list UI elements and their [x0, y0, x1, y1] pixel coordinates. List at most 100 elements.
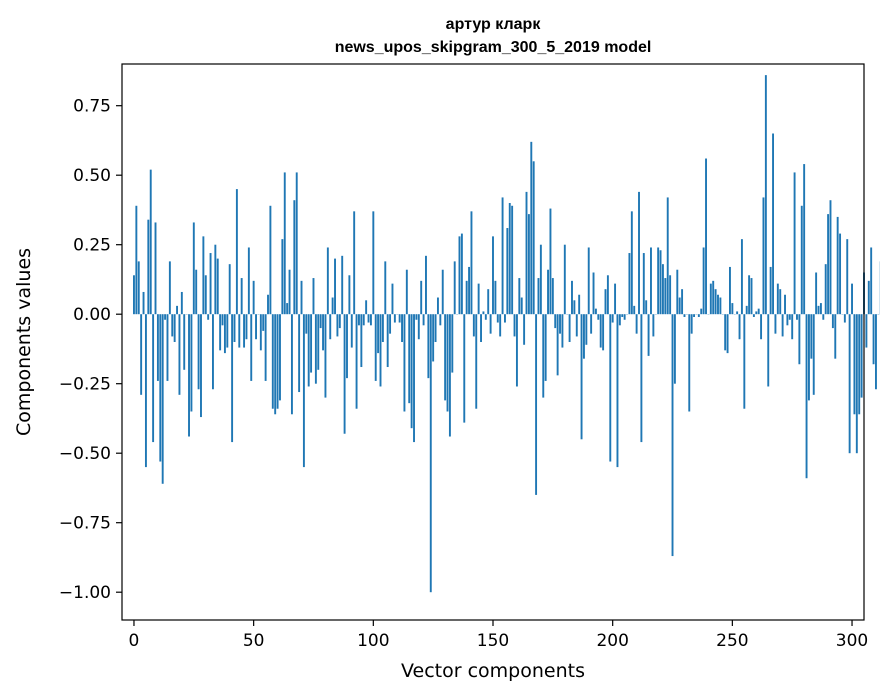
- bar-302: [855, 314, 858, 454]
- bar-280: [803, 164, 806, 315]
- bar-203: [618, 314, 621, 326]
- bar-191: [590, 314, 593, 334]
- bar-136: [458, 236, 461, 315]
- bar-249: [729, 266, 731, 315]
- bar-85: [336, 314, 339, 337]
- bar-112: [401, 314, 403, 342]
- bar-104: [381, 314, 384, 342]
- bar-303: [858, 314, 861, 415]
- x-tick-label-0: 0: [129, 631, 140, 651]
- bar-99: [369, 314, 372, 326]
- bar-41: [231, 314, 234, 443]
- bar-150: [492, 236, 494, 315]
- bar-33: [212, 314, 214, 390]
- bar-168: [535, 314, 538, 495]
- bar-177: [556, 314, 559, 376]
- bar-93: [355, 314, 358, 409]
- bar-230: [683, 314, 686, 317]
- bar-101: [374, 314, 377, 381]
- bar-5: [144, 314, 147, 468]
- bar-40: [228, 264, 231, 315]
- bar-145: [480, 314, 482, 342]
- bar-153: [499, 314, 502, 337]
- bar-252: [736, 311, 739, 315]
- bar-281: [805, 314, 808, 479]
- bar-167: [532, 161, 535, 315]
- bar-152: [496, 314, 499, 323]
- bar-250: [731, 303, 734, 315]
- bar-276: [793, 172, 796, 315]
- bar-100: [372, 211, 375, 315]
- bar-111: [398, 314, 401, 323]
- bar-121: [422, 314, 425, 326]
- bar-285: [815, 272, 818, 315]
- bar-210: [635, 314, 638, 334]
- bar-102: [377, 314, 380, 354]
- bar-79: [322, 314, 325, 351]
- bar-287: [819, 303, 822, 315]
- bar-76: [314, 314, 317, 384]
- bar-282: [807, 314, 810, 401]
- bar-253: [738, 314, 741, 340]
- bar-211: [638, 191, 640, 315]
- bar-219: [657, 247, 660, 315]
- bar-77: [317, 314, 320, 370]
- bar-55: [264, 314, 267, 381]
- bar-115: [408, 314, 411, 404]
- bar-190: [587, 247, 590, 315]
- bar-47: [245, 314, 248, 340]
- bar-71: [302, 314, 305, 468]
- bar-35: [216, 258, 219, 315]
- bar-139: [465, 280, 468, 315]
- bar-196: [602, 314, 605, 351]
- bar-149: [489, 314, 492, 334]
- bar-120: [420, 280, 423, 315]
- bar-165: [527, 214, 530, 315]
- bar-194: [597, 314, 600, 320]
- bar-113: [403, 314, 406, 412]
- bar-122: [425, 255, 427, 315]
- bar-237: [700, 308, 703, 315]
- bar-23: [188, 314, 190, 437]
- bar-114: [405, 269, 408, 315]
- bar-117: [413, 314, 415, 443]
- bar-171: [542, 314, 545, 398]
- bar-70: [300, 280, 303, 315]
- bar-26: [195, 269, 198, 315]
- bar-19: [178, 314, 181, 395]
- y-tick-label-7: −1.00: [59, 583, 111, 603]
- bar-107: [389, 314, 392, 334]
- bar-273: [786, 314, 789, 326]
- bar-61: [279, 314, 281, 401]
- bar-179: [561, 314, 564, 348]
- bar-169: [537, 278, 540, 315]
- bar-257: [748, 275, 751, 315]
- bar-0: [133, 275, 135, 315]
- bar-225: [671, 314, 674, 557]
- bar-275: [791, 314, 794, 340]
- bar-214: [645, 300, 648, 315]
- bar-224: [669, 275, 672, 315]
- bar-236: [697, 314, 700, 317]
- bar-265: [767, 314, 770, 387]
- bar-182: [568, 314, 571, 342]
- bar-39: [226, 314, 229, 348]
- bar-144: [477, 283, 480, 315]
- bar-20: [180, 291, 183, 315]
- y-tick-label-1: 0.50: [73, 166, 111, 186]
- bar-160: [515, 314, 518, 387]
- bar-271: [781, 314, 784, 337]
- bar-298: [846, 239, 849, 315]
- bar-95: [360, 314, 363, 368]
- bar-94: [358, 314, 360, 326]
- bar-159: [513, 314, 516, 337]
- y-tick-label-2: 0.25: [73, 236, 111, 256]
- bar-64: [286, 303, 289, 315]
- bar-300: [851, 283, 853, 315]
- bar-43: [235, 189, 238, 315]
- bar-38: [223, 314, 226, 354]
- bar-264: [764, 75, 767, 315]
- y-axis-label: Components values: [13, 248, 35, 436]
- bar-32: [209, 253, 212, 315]
